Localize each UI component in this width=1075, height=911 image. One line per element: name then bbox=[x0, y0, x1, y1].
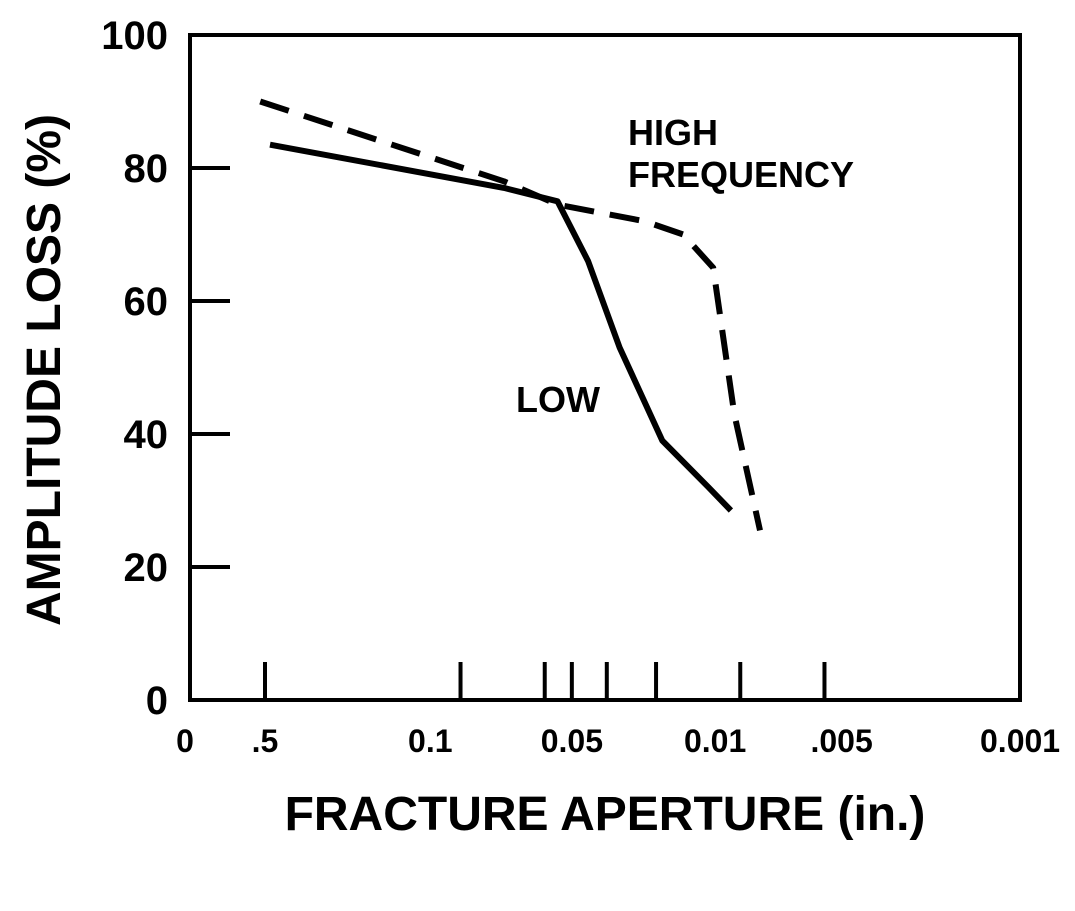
y-tick-label: 20 bbox=[124, 546, 169, 590]
y-tick-label: 0 bbox=[146, 679, 168, 723]
x-tick-label: .005 bbox=[810, 723, 872, 759]
annotations: HIGH FREQUENCY LOW bbox=[516, 112, 854, 420]
x-tick-label: 0.01 bbox=[684, 723, 746, 759]
x-tick-label: 0.1 bbox=[408, 723, 452, 759]
annotation-high: HIGH FREQUENCY bbox=[628, 112, 854, 195]
y-tick-label: 40 bbox=[124, 413, 169, 457]
plot-border bbox=[188, 33, 1022, 702]
high-frequency-line bbox=[259, 98, 763, 532]
y-tick-label: 80 bbox=[124, 147, 169, 191]
low-frequency-line bbox=[269, 141, 734, 513]
x-axis-ticks: 0 .5 0.1 0.05 0.01 .005 0.001 bbox=[176, 662, 1060, 759]
annotation-low: LOW bbox=[516, 379, 600, 420]
y-tick-label: 60 bbox=[124, 280, 169, 324]
x-tick-label: 0 bbox=[176, 723, 194, 759]
x-tick-label: .5 bbox=[252, 723, 279, 759]
x-axis-title: FRACTURE APERTURE (in.) bbox=[285, 788, 926, 841]
y-axis-ticks: 0 20 40 60 80 100 bbox=[101, 14, 230, 723]
x-tick-label: 0.05 bbox=[541, 723, 603, 759]
series-lines bbox=[259, 98, 763, 532]
y-axis-title: AMPLITUDE LOSS (%) bbox=[18, 114, 71, 626]
x-tick-label: 0.001 bbox=[980, 723, 1060, 759]
y-tick-label: 100 bbox=[101, 14, 168, 58]
plot-frame bbox=[188, 33, 1022, 702]
